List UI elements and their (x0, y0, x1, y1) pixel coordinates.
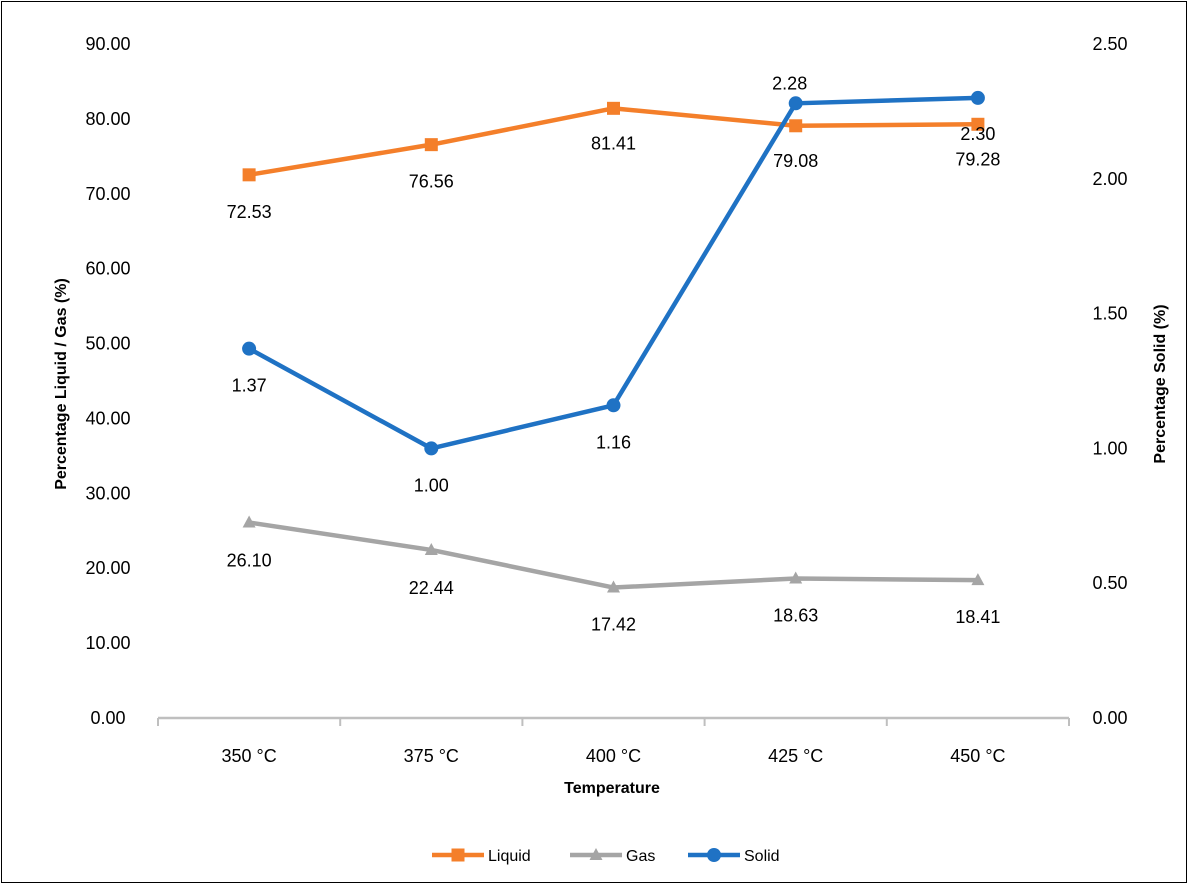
y-tick-label-left: 90.00 (85, 34, 130, 54)
liquid-point (971, 117, 985, 131)
y-tick-label-right: 1.00 (1092, 438, 1127, 458)
y-tick-label-left: 50.00 (85, 334, 130, 354)
solid-point (788, 96, 803, 111)
y-tick-label-right: 2.00 (1092, 169, 1127, 189)
gas-point (607, 580, 620, 593)
y-axis-title-left: Percentage Liquid / Gas (%) (53, 278, 70, 490)
gas-point (424, 542, 438, 555)
gas-data-label: 18.41 (955, 607, 1000, 627)
y-tick-label-right: 1.50 (1092, 304, 1127, 324)
gas-data-label: 17.42 (591, 615, 636, 635)
y-axis-title-right: Percentage Solid (%) (1152, 304, 1169, 463)
gas-data-label: 26.10 (227, 551, 272, 571)
legend: Liquid Gas Solid (432, 848, 780, 865)
legend-swatch-marker (451, 848, 465, 862)
liquid-point (607, 101, 620, 115)
liquid-data-label: 81.41 (591, 133, 636, 153)
y-tick-label-left: 10.00 (85, 633, 130, 653)
solid-data-label: 1.37 (232, 376, 267, 396)
y-tick-label-left: 70.00 (85, 184, 130, 204)
y-tick-label-left: 20.00 (85, 558, 130, 578)
liquid-point (424, 138, 438, 152)
solid-data-label: 2.28 (772, 73, 807, 93)
solid-point (242, 341, 257, 356)
legend-swatch-marker (707, 848, 721, 862)
legend-item-liquid: Liquid (432, 848, 531, 865)
liquid-data-label: 72.53 (227, 202, 272, 222)
y-tick-label-left: 30.00 (85, 483, 130, 503)
liquid-data-label: 79.28 (955, 149, 1000, 169)
solid-data-label: 2.30 (960, 124, 995, 144)
liquid-point (242, 168, 256, 182)
x-tick-label: 450 °C (950, 746, 1005, 766)
solid-point (606, 398, 621, 413)
gas-data-label: 22.44 (409, 578, 454, 598)
axes-layer: 350 °C 375 °C 400 °C 425 °C 450 °C 0.00 10.00 2… (85, 34, 1127, 766)
liquid-point (789, 119, 803, 133)
solid-data-label: 1.16 (596, 432, 631, 452)
series-liquid (242, 101, 985, 182)
legend-item-solid: Solid (688, 848, 780, 865)
x-tick-label: 425 °C (768, 746, 823, 766)
solid-point (970, 90, 985, 105)
gas-line (246, 520, 981, 590)
y-tick-label-left: 60.00 (85, 259, 130, 279)
liquid-data-label: 79.08 (773, 151, 818, 171)
legend-label: Gas (626, 848, 655, 865)
legend-label: Solid (744, 848, 780, 865)
y-tick-label-left: 0.00 (90, 708, 125, 728)
y-tick-label-right: 0.00 (1092, 708, 1127, 728)
solid-point (424, 441, 439, 456)
legend-label: Liquid (488, 848, 531, 865)
liquid-data-label: 76.56 (409, 172, 454, 192)
gas-point (971, 573, 985, 586)
x-tick-label: 375 °C (404, 746, 459, 766)
gas-point (789, 571, 803, 584)
y-tick-label-left: 80.00 (85, 109, 130, 129)
y-tick-label-left: 40.00 (85, 408, 130, 428)
legend-swatch-marker (589, 848, 603, 860)
legend-item-gas: Gas (570, 848, 655, 865)
x-tick-label: 400 °C (586, 746, 641, 766)
gas-data-label: 18.63 (773, 605, 818, 625)
series-layer (242, 90, 985, 593)
y-tick-label-right: 0.50 (1092, 573, 1127, 593)
series-solid (242, 90, 985, 456)
gas-point (242, 515, 256, 528)
solid-data-label: 1.00 (414, 475, 449, 495)
x-tick-label: 350 °C (221, 746, 276, 766)
x-axis-title: Temperature (564, 780, 660, 797)
y-tick-label-right: 2.50 (1092, 34, 1127, 54)
series-gas (242, 515, 985, 593)
data-labels-layer: 72.53 76.56 81.41 79.08 79.28 26.10 22.44 17.42… (227, 73, 1001, 634)
